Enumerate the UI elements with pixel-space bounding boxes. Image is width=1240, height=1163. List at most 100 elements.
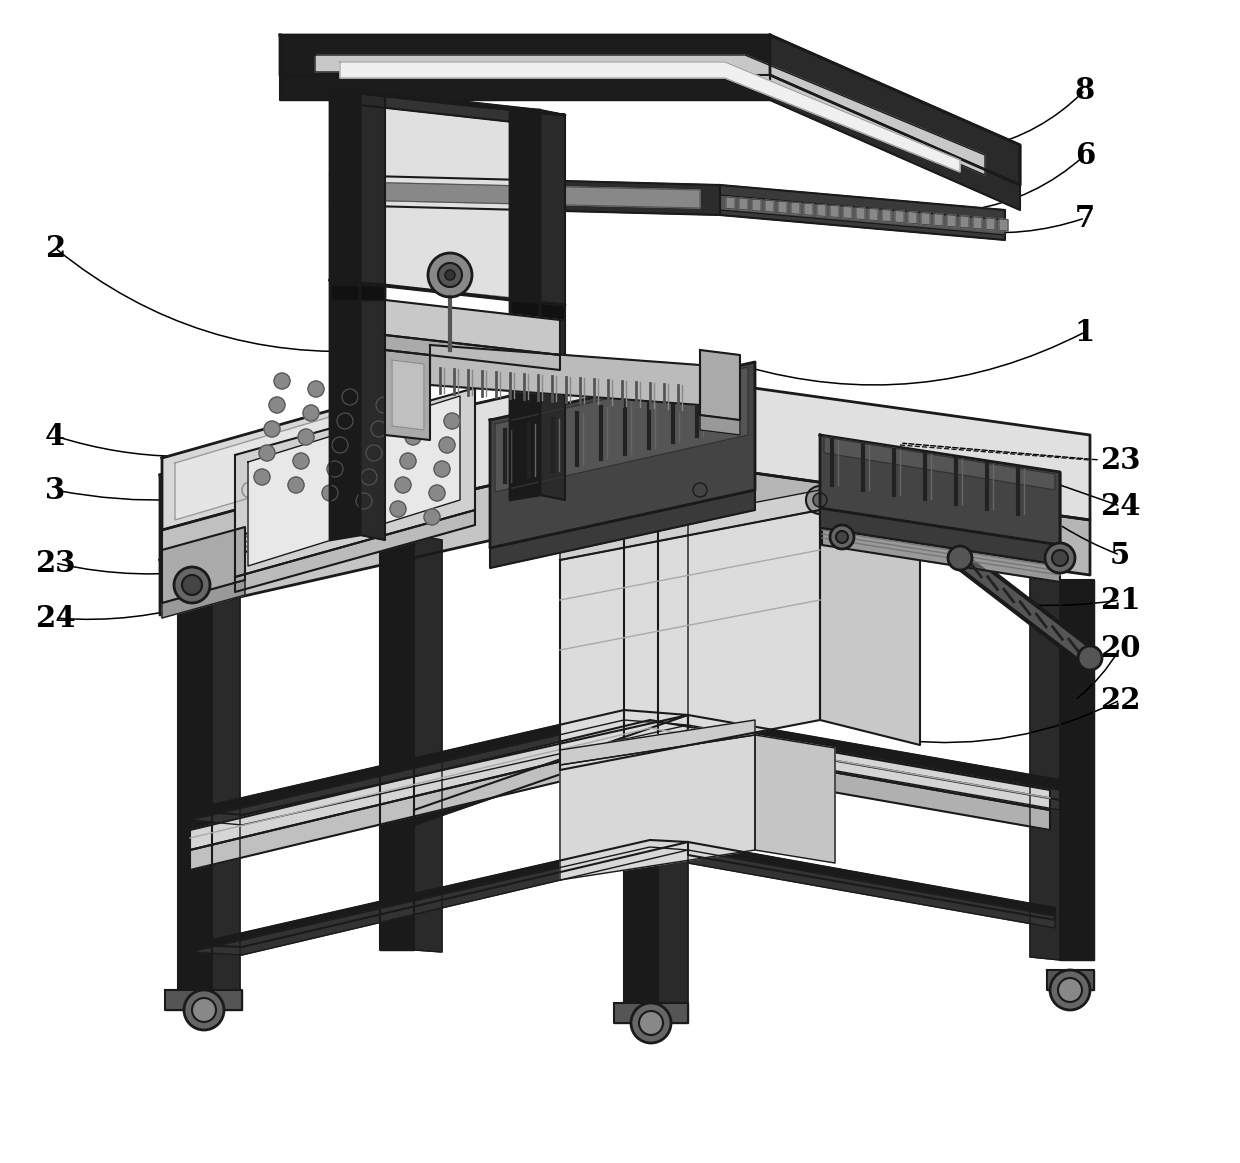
Polygon shape	[392, 361, 424, 430]
Circle shape	[184, 990, 224, 1030]
Circle shape	[428, 254, 472, 297]
Polygon shape	[770, 74, 1021, 211]
Polygon shape	[625, 455, 1090, 575]
Circle shape	[337, 413, 353, 429]
Circle shape	[342, 388, 358, 405]
Polygon shape	[490, 362, 755, 548]
Circle shape	[356, 493, 372, 509]
Polygon shape	[379, 535, 414, 950]
Circle shape	[376, 397, 392, 413]
Polygon shape	[179, 580, 212, 990]
Polygon shape	[190, 847, 688, 955]
Polygon shape	[160, 455, 625, 615]
Polygon shape	[614, 1003, 688, 1023]
Text: 3: 3	[45, 476, 66, 505]
Polygon shape	[1047, 970, 1094, 990]
Polygon shape	[701, 350, 740, 420]
Polygon shape	[330, 90, 360, 540]
Circle shape	[631, 1003, 671, 1043]
Polygon shape	[414, 535, 441, 952]
Polygon shape	[384, 95, 539, 300]
Polygon shape	[248, 395, 460, 566]
Circle shape	[686, 476, 714, 504]
Polygon shape	[725, 197, 735, 209]
Polygon shape	[495, 368, 748, 492]
Circle shape	[396, 477, 410, 493]
Circle shape	[366, 445, 382, 461]
Polygon shape	[739, 198, 748, 211]
Polygon shape	[539, 110, 565, 500]
Polygon shape	[510, 300, 565, 320]
Polygon shape	[560, 511, 820, 770]
Polygon shape	[701, 415, 740, 435]
Polygon shape	[560, 490, 820, 561]
Circle shape	[322, 485, 339, 501]
Circle shape	[444, 413, 460, 429]
Polygon shape	[160, 370, 1090, 561]
Circle shape	[572, 412, 588, 428]
Circle shape	[192, 998, 216, 1022]
Circle shape	[259, 445, 275, 461]
Circle shape	[693, 483, 707, 497]
Polygon shape	[340, 62, 960, 172]
Polygon shape	[165, 990, 242, 1009]
Circle shape	[1052, 550, 1068, 566]
Polygon shape	[330, 280, 565, 305]
Polygon shape	[490, 490, 755, 568]
Text: 24: 24	[35, 604, 76, 633]
Circle shape	[1078, 645, 1102, 670]
Circle shape	[174, 568, 210, 602]
Polygon shape	[820, 508, 1060, 565]
Circle shape	[1058, 978, 1083, 1003]
Polygon shape	[820, 511, 920, 745]
Polygon shape	[973, 217, 982, 229]
Polygon shape	[720, 195, 1004, 235]
Polygon shape	[162, 487, 430, 573]
Circle shape	[298, 429, 314, 445]
Polygon shape	[350, 181, 701, 208]
Polygon shape	[825, 437, 1055, 490]
Polygon shape	[882, 209, 892, 222]
Polygon shape	[688, 725, 1060, 809]
Text: 7: 7	[1075, 204, 1095, 233]
Polygon shape	[755, 735, 835, 863]
Circle shape	[434, 461, 450, 477]
Circle shape	[836, 531, 848, 543]
Circle shape	[332, 437, 348, 454]
Polygon shape	[791, 202, 800, 214]
Polygon shape	[986, 217, 994, 230]
Polygon shape	[330, 285, 384, 300]
Circle shape	[992, 472, 1008, 488]
Polygon shape	[804, 204, 813, 215]
Polygon shape	[856, 207, 866, 220]
Polygon shape	[822, 528, 1060, 582]
Circle shape	[806, 486, 835, 514]
Circle shape	[712, 431, 728, 448]
Polygon shape	[162, 527, 246, 602]
Polygon shape	[190, 720, 688, 825]
Text: 6: 6	[1075, 141, 1095, 170]
Circle shape	[303, 405, 319, 421]
Circle shape	[424, 509, 440, 525]
Polygon shape	[650, 740, 1050, 830]
Polygon shape	[751, 199, 761, 212]
Circle shape	[1045, 543, 1075, 573]
Circle shape	[274, 373, 290, 388]
Polygon shape	[1060, 580, 1094, 959]
Polygon shape	[330, 174, 720, 215]
Circle shape	[1050, 970, 1090, 1009]
Circle shape	[438, 263, 463, 287]
Polygon shape	[820, 435, 1060, 545]
Circle shape	[949, 545, 972, 570]
Polygon shape	[777, 201, 787, 213]
Circle shape	[242, 481, 258, 498]
Polygon shape	[895, 211, 904, 222]
Text: 8: 8	[1075, 76, 1095, 105]
Polygon shape	[162, 458, 425, 552]
Polygon shape	[560, 720, 755, 765]
Polygon shape	[384, 350, 430, 440]
Polygon shape	[414, 715, 688, 825]
Text: 5: 5	[1110, 541, 1130, 570]
Circle shape	[639, 1011, 663, 1035]
Polygon shape	[688, 850, 1055, 928]
